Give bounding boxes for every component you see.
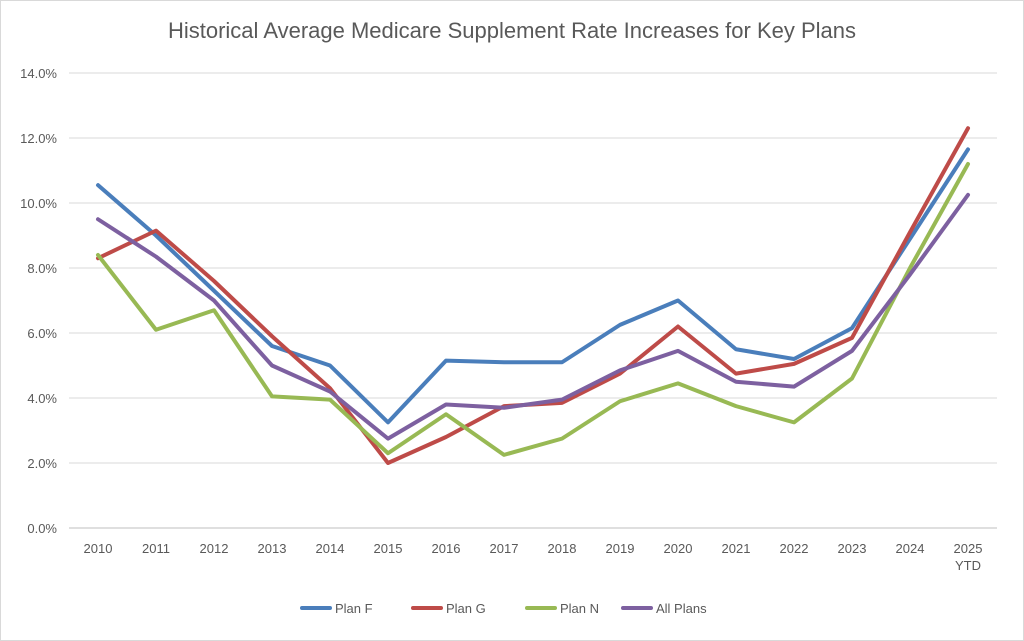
y-tick-label: 14.0%	[20, 66, 57, 81]
data-point	[619, 369, 621, 371]
x-tick-label: 2017	[490, 541, 519, 556]
x-tick-label: 2010	[84, 541, 113, 556]
x-tick-label: 2013	[258, 541, 287, 556]
data-point	[561, 438, 563, 440]
data-point	[213, 290, 215, 292]
data-point	[735, 373, 737, 375]
data-point	[213, 309, 215, 311]
data-point	[735, 348, 737, 350]
x-tick-label: 2021	[722, 541, 751, 556]
y-tick-label: 0.0%	[27, 521, 57, 536]
legend-label: All Plans	[656, 601, 707, 616]
data-point	[967, 194, 969, 196]
data-point	[387, 421, 389, 423]
data-point	[503, 361, 505, 363]
x-tick-label: 2019	[606, 541, 635, 556]
data-point	[387, 462, 389, 464]
data-point	[97, 218, 99, 220]
x-tick-label: 2015	[374, 541, 403, 556]
data-point	[619, 324, 621, 326]
x-tick-label: YTD	[955, 558, 981, 573]
legend-label: Plan G	[446, 601, 486, 616]
data-point	[677, 350, 679, 352]
data-point	[561, 399, 563, 401]
data-point	[677, 300, 679, 301]
data-point	[851, 327, 853, 329]
data-point	[155, 256, 157, 258]
data-point	[967, 163, 969, 165]
data-point	[909, 267, 911, 269]
x-tick-label: 2018	[548, 541, 577, 556]
y-tick-label: 2.0%	[27, 456, 57, 471]
data-point	[387, 452, 389, 454]
data-point	[677, 326, 679, 327]
x-tick-label: 2025	[954, 541, 983, 556]
data-point	[271, 345, 273, 347]
data-point	[735, 381, 737, 383]
x-tick-label: 2014	[316, 541, 345, 556]
data-point	[445, 360, 447, 362]
chart-title: Historical Average Medicare Supplement R…	[167, 18, 857, 43]
x-tick-label: 2011	[142, 541, 170, 556]
data-point	[793, 386, 795, 388]
data-point	[329, 399, 331, 401]
data-point	[271, 365, 273, 366]
series-line-plan-n	[96, 162, 970, 457]
data-point	[387, 438, 389, 440]
data-point	[503, 407, 505, 409]
data-point	[793, 358, 795, 360]
x-tick-label: 2024	[896, 541, 925, 556]
x-tick-label: 2012	[200, 541, 229, 556]
data-point	[329, 365, 331, 366]
series-line-plan-g	[96, 126, 970, 465]
data-point	[793, 421, 795, 423]
y-tick-label: 4.0%	[27, 391, 57, 406]
data-point	[851, 337, 853, 339]
data-point	[271, 395, 273, 397]
data-point	[445, 404, 447, 405]
data-point	[561, 402, 563, 404]
data-point	[329, 391, 331, 392]
x-tick-label: 2023	[838, 541, 867, 556]
x-tick-label: 2022	[780, 541, 809, 556]
data-point	[677, 382, 679, 384]
data-point	[97, 184, 99, 186]
y-tick-label: 8.0%	[27, 261, 57, 276]
data-point	[213, 300, 215, 301]
series-line-all-plans	[96, 192, 970, 441]
series-line-plan-f	[96, 147, 970, 425]
data-point	[445, 436, 447, 438]
y-tick-label: 6.0%	[27, 326, 57, 341]
data-point	[155, 235, 157, 236]
data-point	[213, 280, 215, 282]
data-point	[851, 350, 853, 352]
legend-label: Plan F	[335, 601, 373, 616]
data-point	[97, 254, 99, 256]
data-point	[851, 378, 853, 379]
legend-label: Plan N	[560, 601, 599, 616]
data-point	[909, 231, 911, 233]
data-point	[155, 230, 157, 232]
y-tick-label: 10.0%	[20, 196, 57, 211]
data-point	[503, 454, 505, 456]
data-point	[909, 238, 911, 240]
data-point	[155, 329, 157, 331]
y-tick-label: 12.0%	[20, 131, 57, 146]
x-tick-label: 2016	[432, 541, 461, 556]
data-point	[793, 363, 795, 365]
data-point	[619, 373, 621, 375]
data-point	[967, 127, 969, 129]
data-point	[619, 400, 621, 402]
data-point	[909, 274, 911, 275]
data-point	[329, 387, 331, 389]
data-point	[561, 361, 563, 363]
data-point	[271, 335, 273, 337]
x-tick-label: 2020	[664, 541, 693, 556]
data-point	[445, 413, 447, 415]
data-point	[735, 405, 737, 407]
data-point	[967, 148, 969, 150]
